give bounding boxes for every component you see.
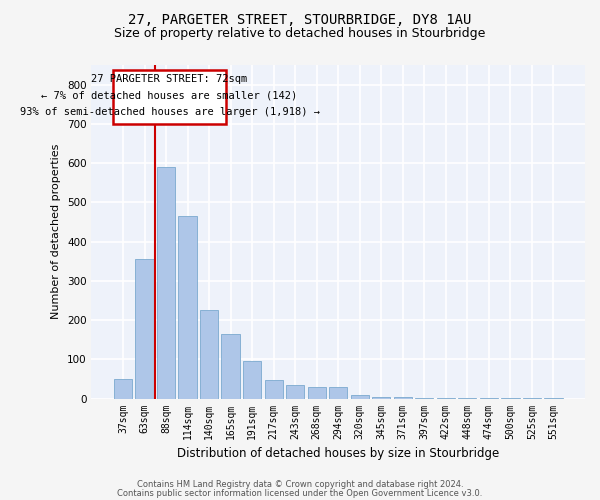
Text: ← 7% of detached houses are smaller (142): ← 7% of detached houses are smaller (142… — [41, 90, 298, 101]
Text: Contains HM Land Registry data © Crown copyright and database right 2024.: Contains HM Land Registry data © Crown c… — [137, 480, 463, 489]
FancyBboxPatch shape — [113, 70, 226, 124]
Bar — [350, 396, 369, 398]
Bar — [200, 310, 218, 398]
X-axis label: Distribution of detached houses by size in Stourbridge: Distribution of detached houses by size … — [177, 447, 499, 460]
Bar — [136, 259, 154, 398]
Text: 27 PARGETER STREET: 72sqm: 27 PARGETER STREET: 72sqm — [91, 74, 248, 84]
Bar — [178, 216, 197, 398]
Bar — [157, 167, 175, 398]
Text: 93% of semi-detached houses are larger (1,918) →: 93% of semi-detached houses are larger (… — [20, 106, 320, 117]
Bar — [265, 380, 283, 398]
Text: 27, PARGETER STREET, STOURBRIDGE, DY8 1AU: 27, PARGETER STREET, STOURBRIDGE, DY8 1A… — [128, 12, 472, 26]
Bar — [329, 387, 347, 398]
Bar — [286, 385, 304, 398]
Bar — [372, 397, 391, 398]
Bar — [308, 387, 326, 398]
Text: Contains public sector information licensed under the Open Government Licence v3: Contains public sector information licen… — [118, 489, 482, 498]
Y-axis label: Number of detached properties: Number of detached properties — [52, 144, 61, 320]
Bar — [243, 362, 261, 399]
Bar — [221, 334, 240, 398]
Bar — [394, 397, 412, 398]
Text: Size of property relative to detached houses in Stourbridge: Size of property relative to detached ho… — [115, 28, 485, 40]
Bar — [114, 379, 132, 398]
